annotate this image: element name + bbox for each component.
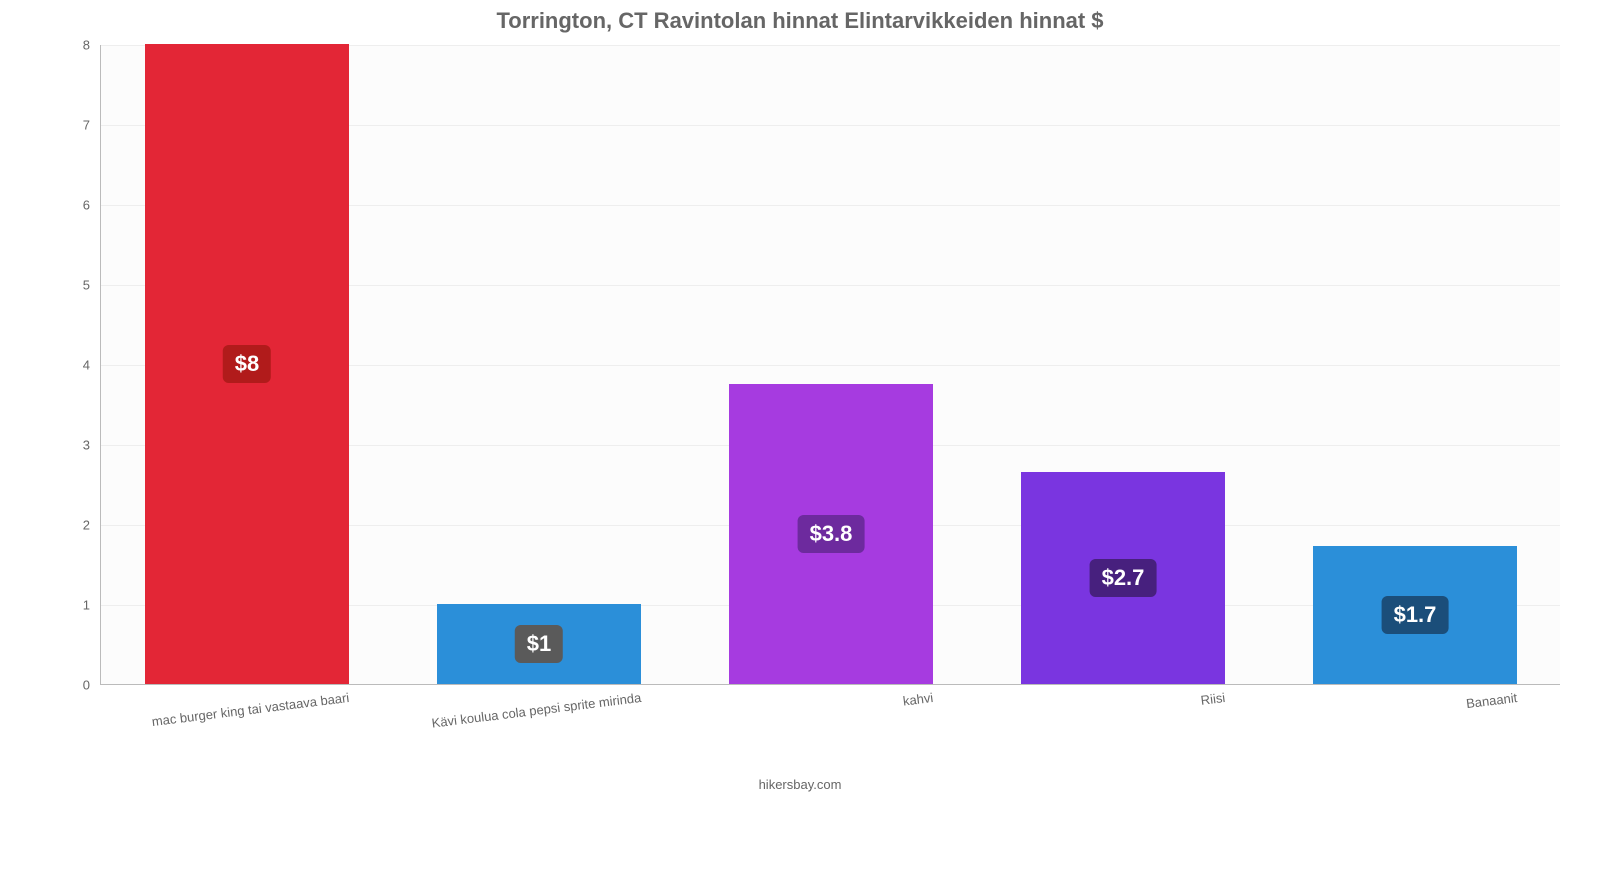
bar-value-label: $2.7 (1090, 559, 1157, 597)
chart-title: Torrington, CT Ravintolan hinnat Elintar… (0, 8, 1600, 34)
plot-area: $8 $1 $3.8 $2.7 $1.7 (100, 45, 1560, 685)
bar-chart: Torrington, CT Ravintolan hinnat Elintar… (0, 0, 1600, 800)
y-tick-label: 4 (10, 358, 90, 373)
y-tick-label: 8 (10, 38, 90, 53)
y-tick-label: 7 (10, 118, 90, 133)
y-tick-label: 1 (10, 598, 90, 613)
y-tick-label: 6 (10, 198, 90, 213)
bar-value-label: $1.7 (1382, 596, 1449, 634)
bar-value-label: $8 (223, 345, 271, 383)
bar-value-label: $3.8 (798, 515, 865, 553)
y-tick-label: 3 (10, 438, 90, 453)
bar-value-label: $1 (515, 625, 563, 663)
y-tick-label: 2 (10, 518, 90, 533)
y-tick-label: 5 (10, 278, 90, 293)
y-tick-label: 0 (10, 678, 90, 693)
